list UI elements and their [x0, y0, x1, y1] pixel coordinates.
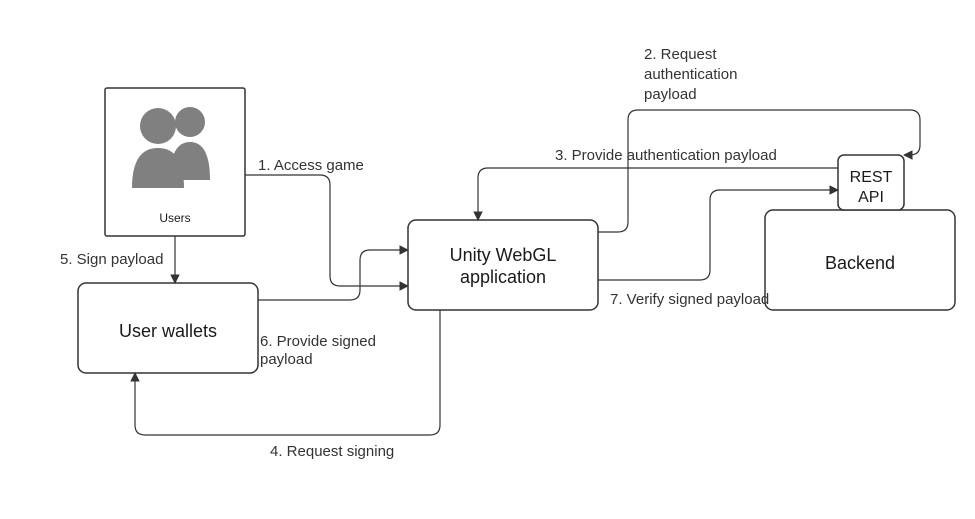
backend-node: Backend	[765, 210, 955, 310]
edge-5: 5. Sign payload	[60, 236, 175, 283]
wallets-node: User wallets	[78, 283, 258, 373]
edge-6-label-1: 6. Provide signed	[260, 333, 376, 350]
edge-6-label-2: payload	[260, 351, 313, 368]
edge-3-label: 3. Provide authentication payload	[555, 147, 777, 164]
backend-label: Backend	[825, 253, 895, 273]
rest-api-node: REST API	[838, 155, 904, 210]
unity-node: Unity WebGL application	[408, 220, 598, 310]
unity-label-1: Unity WebGL	[450, 245, 557, 265]
wallets-label: User wallets	[119, 321, 217, 341]
edge-4-label: 4. Request signing	[270, 443, 394, 460]
edge-1: 1. Access game	[245, 157, 408, 286]
edge-7-label: 7. Verify signed payload	[610, 291, 769, 308]
rest-api-label-2: API	[858, 189, 884, 206]
unity-label-2: application	[460, 267, 546, 287]
users-node: Users	[105, 88, 245, 236]
users-icon	[132, 107, 210, 188]
rest-api-label-1: REST	[850, 169, 893, 186]
edge-1-label: 1. Access game	[258, 157, 364, 174]
edge-2-label-2: authentication	[644, 66, 737, 83]
edge-2-label-3: payload	[644, 86, 697, 103]
edge-6: 6. Provide signed payload	[258, 250, 408, 368]
users-label: Users	[159, 211, 190, 225]
edge-2-label-1: 2. Request	[644, 46, 717, 63]
edge-3: 3. Provide authentication payload	[478, 147, 838, 220]
edge-5-label: 5. Sign payload	[60, 251, 163, 268]
